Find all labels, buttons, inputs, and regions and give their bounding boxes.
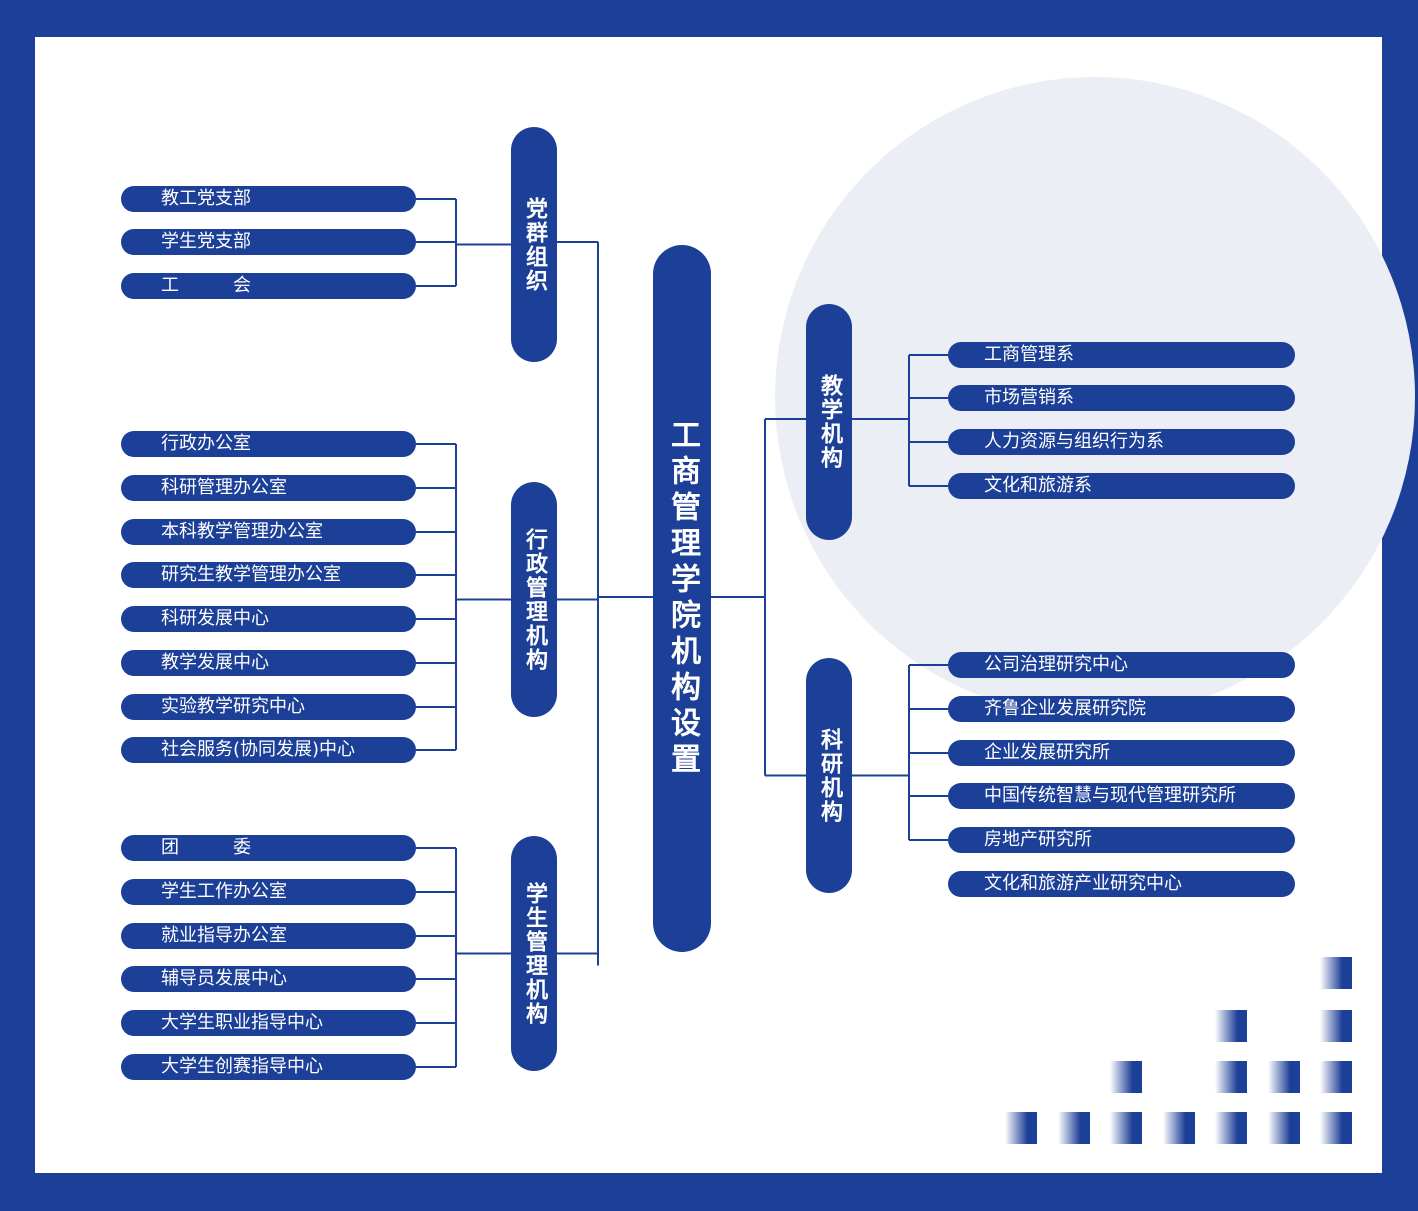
group-node: 科研机构 bbox=[806, 658, 852, 893]
leaf-node: 文化和旅游产业研究中心 bbox=[948, 871, 1295, 897]
leaf-node: 中国传统智慧与现代管理研究所 bbox=[948, 783, 1295, 809]
leaf-node: 教学发展中心 bbox=[121, 650, 416, 676]
group-node: 党群组织 bbox=[511, 127, 557, 362]
leaf-node: 社会服务(协同发展)中心 bbox=[121, 737, 416, 763]
leaf-node: 学生党支部 bbox=[121, 229, 416, 255]
leaf-node: 市场营销系 bbox=[948, 385, 1295, 411]
leaf-node: 文化和旅游系 bbox=[948, 473, 1295, 499]
decor bbox=[1268, 1061, 1300, 1093]
decor bbox=[1320, 1112, 1352, 1144]
leaf-node: 公司治理研究中心 bbox=[948, 652, 1295, 678]
leaf-node: 大学生创赛指导中心 bbox=[121, 1054, 416, 1080]
group-node: 教学机构 bbox=[806, 304, 852, 540]
decor bbox=[1215, 1112, 1247, 1144]
group-node: 行政管理机构 bbox=[511, 482, 557, 717]
leaf-node: 企业发展研究所 bbox=[948, 740, 1295, 766]
leaf-node: 齐鲁企业发展研究院 bbox=[948, 696, 1295, 722]
leaf-node: 科研发展中心 bbox=[121, 606, 416, 632]
decor bbox=[1320, 957, 1352, 989]
leaf-node: 行政办公室 bbox=[121, 431, 416, 457]
decor bbox=[1320, 1010, 1352, 1042]
decor bbox=[1110, 1112, 1142, 1144]
leaf-node: 人力资源与组织行为系 bbox=[948, 429, 1295, 455]
leaf-node: 本科教学管理办公室 bbox=[121, 519, 416, 545]
leaf-node: 辅导员发展中心 bbox=[121, 966, 416, 992]
leaf-node: 团 委 bbox=[121, 835, 416, 861]
decor bbox=[1215, 1061, 1247, 1093]
decor bbox=[1110, 1061, 1142, 1093]
leaf-node: 大学生职业指导中心 bbox=[121, 1010, 416, 1036]
leaf-node: 研究生教学管理办公室 bbox=[121, 562, 416, 588]
leaf-node: 房地产研究所 bbox=[948, 827, 1295, 853]
leaf-node: 就业指导办公室 bbox=[121, 923, 416, 949]
decor bbox=[1268, 1112, 1300, 1144]
leaf-node: 实验教学研究中心 bbox=[121, 694, 416, 720]
decor bbox=[1058, 1112, 1090, 1144]
leaf-node: 科研管理办公室 bbox=[121, 475, 416, 501]
leaf-node: 工商管理系 bbox=[948, 342, 1295, 368]
decor bbox=[1005, 1112, 1037, 1144]
root-node: 工商管理学院机构设置 bbox=[653, 245, 711, 952]
leaf-node: 教工党支部 bbox=[121, 186, 416, 212]
decor bbox=[1163, 1112, 1195, 1144]
group-node: 学生管理机构 bbox=[511, 836, 557, 1071]
leaf-node: 学生工作办公室 bbox=[121, 879, 416, 905]
decor bbox=[1320, 1061, 1352, 1093]
decor bbox=[1215, 1010, 1247, 1042]
leaf-node: 工 会 bbox=[121, 273, 416, 299]
